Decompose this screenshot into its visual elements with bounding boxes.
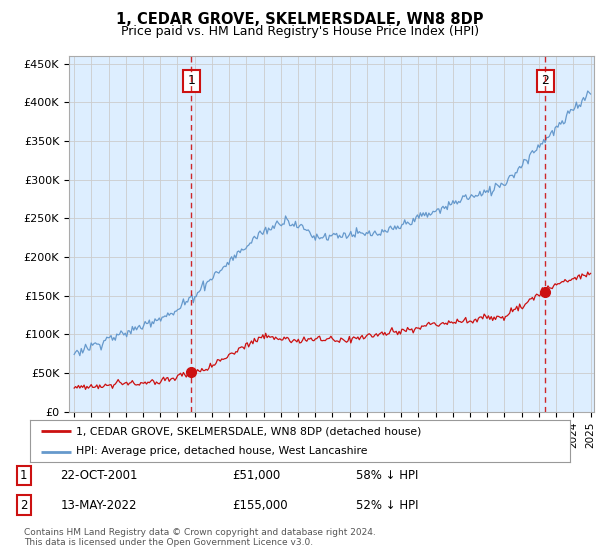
Text: 52% ↓ HPI: 52% ↓ HPI bbox=[356, 498, 419, 512]
Text: 2: 2 bbox=[20, 498, 28, 512]
Text: 1: 1 bbox=[187, 74, 196, 87]
Text: 13-MAY-2022: 13-MAY-2022 bbox=[60, 498, 137, 512]
Text: Price paid vs. HM Land Registry's House Price Index (HPI): Price paid vs. HM Land Registry's House … bbox=[121, 25, 479, 38]
Text: 1, CEDAR GROVE, SKELMERSDALE, WN8 8DP (detached house): 1, CEDAR GROVE, SKELMERSDALE, WN8 8DP (d… bbox=[76, 426, 421, 436]
Text: 58% ↓ HPI: 58% ↓ HPI bbox=[356, 469, 419, 482]
Text: £51,000: £51,000 bbox=[232, 469, 281, 482]
Text: £155,000: £155,000 bbox=[232, 498, 288, 512]
Text: HPI: Average price, detached house, West Lancashire: HPI: Average price, detached house, West… bbox=[76, 446, 367, 456]
Text: 2: 2 bbox=[541, 74, 549, 87]
Text: Contains HM Land Registry data © Crown copyright and database right 2024.
This d: Contains HM Land Registry data © Crown c… bbox=[24, 528, 376, 547]
Text: 1: 1 bbox=[20, 469, 28, 482]
Text: 1, CEDAR GROVE, SKELMERSDALE, WN8 8DP: 1, CEDAR GROVE, SKELMERSDALE, WN8 8DP bbox=[116, 12, 484, 27]
Text: 22-OCT-2001: 22-OCT-2001 bbox=[60, 469, 138, 482]
